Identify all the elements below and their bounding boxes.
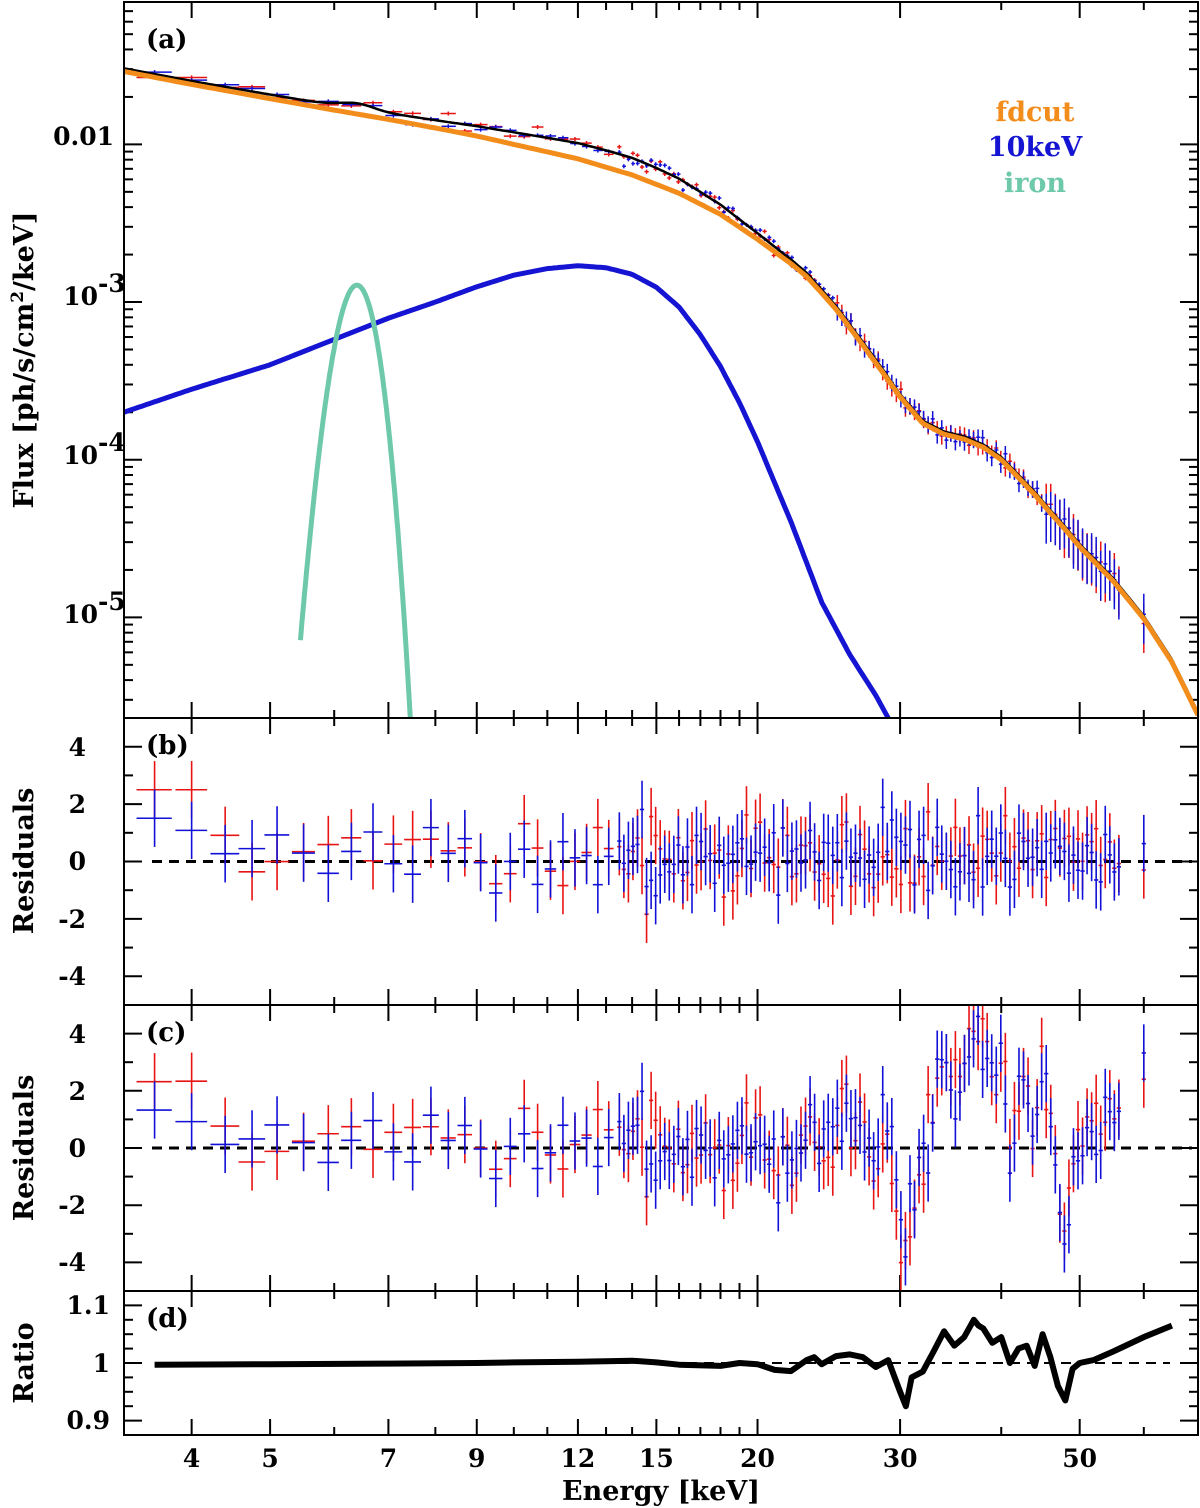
ytick-d-0: 1.1 bbox=[67, 1291, 111, 1320]
legend-10kev: 10keV bbox=[988, 132, 1083, 163]
ytick-c-1: 2 bbox=[69, 1077, 86, 1106]
x-tick-label: 20 bbox=[740, 1444, 775, 1473]
ylabel-c: Residuals bbox=[9, 1075, 40, 1222]
ytick-c-4: -4 bbox=[58, 1248, 86, 1277]
fdcut-line bbox=[124, 69, 1198, 717]
x-tick-label: 30 bbox=[883, 1444, 918, 1473]
panel-b-label: (b) bbox=[146, 731, 189, 761]
ytick-a-2-exp: -4 bbox=[98, 428, 126, 457]
ytick-b-0: 4 bbox=[69, 733, 86, 762]
ytick-b-3: -2 bbox=[58, 905, 86, 934]
10kev-line bbox=[124, 263, 891, 718]
ytick-c-0: 4 bbox=[69, 1020, 86, 1049]
ytick-a-3: 10 bbox=[63, 600, 98, 629]
x-tick-labels: 4 5 7 9 12 15 20 30 50 bbox=[183, 1444, 1097, 1473]
x-axis-title: Energy [keV] bbox=[562, 1476, 760, 1507]
ytick-a-2: 10 bbox=[63, 441, 98, 470]
panel-a-label: (a) bbox=[146, 25, 187, 55]
legend-fdcut: fdcut bbox=[995, 97, 1075, 128]
legend-iron: iron bbox=[1004, 168, 1066, 199]
x-tick-label: 5 bbox=[261, 1444, 278, 1473]
ylabel-a: Flux [ph/s/cm2/keV] bbox=[8, 211, 40, 508]
x-tick-label: 4 bbox=[183, 1444, 200, 1473]
panel-b-data-points bbox=[136, 761, 1146, 943]
ytick-a-0: 0.01 bbox=[53, 122, 114, 151]
panel-a: (a) 0.01 10 -3 10 -4 10 -5 Flux [ph/s/cm… bbox=[8, 1, 1199, 719]
panel-d-label: (d) bbox=[146, 1304, 189, 1334]
panel-c: (c) 4 2 0 -2 -4 Residuals bbox=[9, 1004, 1199, 1292]
ytick-c-3: -2 bbox=[58, 1191, 86, 1220]
ytick-b-1: 2 bbox=[69, 790, 86, 819]
ytick-a-1: 10 bbox=[63, 282, 98, 311]
ytick-a-1-exp: -3 bbox=[98, 269, 126, 298]
panel-d: (d) 1.1 1 0.9 Ratio bbox=[9, 1290, 1199, 1436]
ylabel-b: Residuals bbox=[9, 788, 40, 935]
ytick-d-1: 1 bbox=[93, 1349, 110, 1378]
iron-line bbox=[297, 282, 413, 718]
x-tick-label: 15 bbox=[639, 1444, 674, 1473]
x-tick-label: 12 bbox=[561, 1444, 596, 1473]
panel-b: (b) 4 2 0 -2 -4 Residuals bbox=[9, 717, 1199, 1006]
panel-d-frame bbox=[123, 1290, 1199, 1436]
ytick-b-2: 0 bbox=[69, 847, 86, 876]
panel-c-label: (c) bbox=[146, 1018, 186, 1048]
panel-d-ticks bbox=[124, 1291, 1199, 1435]
x-tick-label: 7 bbox=[380, 1444, 397, 1473]
panel-c-ticks bbox=[124, 1005, 1199, 1291]
ylabel-d: Ratio bbox=[9, 1322, 40, 1403]
ytick-c-2: 0 bbox=[69, 1134, 86, 1163]
x-tick-label: 50 bbox=[1062, 1444, 1097, 1473]
ytick-a-3-exp: -5 bbox=[98, 587, 126, 616]
panel-a-ticks bbox=[124, 2, 1199, 718]
ratio-line bbox=[154, 1316, 1174, 1410]
x-tick-label: 9 bbox=[468, 1444, 485, 1473]
panel-c-data-points bbox=[136, 1005, 1146, 1291]
ytick-d-2: 0.9 bbox=[67, 1406, 111, 1435]
ytick-b-4: -4 bbox=[58, 962, 86, 991]
